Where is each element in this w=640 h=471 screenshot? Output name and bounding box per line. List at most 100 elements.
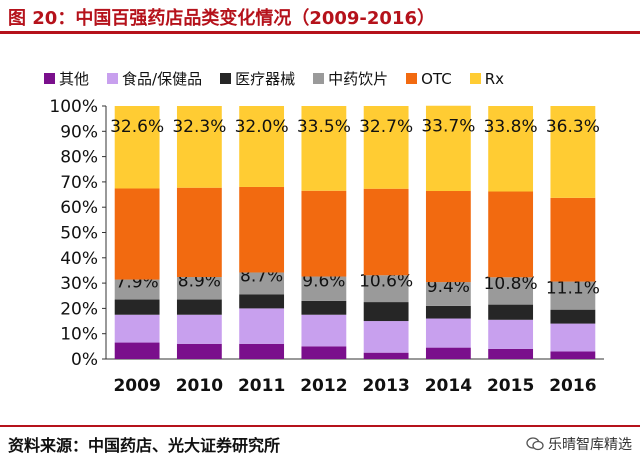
legend-item: 其他	[44, 68, 89, 89]
bar-segment	[301, 106, 347, 191]
legend-swatch	[406, 73, 418, 84]
x-tick-label: 2015	[487, 376, 534, 396]
bar-segment	[114, 106, 160, 189]
bar-segment	[239, 186, 285, 273]
bar-segment	[550, 309, 596, 324]
chart-legend: 其他 食品/保健品 医疗器械 中药饮片 OTC Rx	[44, 68, 504, 89]
data-label: 32.0%	[235, 117, 289, 137]
legend-swatch	[313, 73, 325, 84]
x-tick-label: 2013	[362, 376, 409, 396]
bar-segment	[488, 277, 534, 305]
bar-segment	[301, 300, 347, 315]
bar-segment	[301, 190, 347, 277]
bar-segment	[488, 319, 534, 349]
y-tick-label: 20%	[60, 299, 98, 319]
bar-segment	[114, 299, 160, 315]
y-tick-label: 100%	[49, 97, 98, 117]
y-tick-label: 10%	[60, 325, 98, 345]
legend-label: 食品/保健品	[122, 70, 203, 88]
legend-swatch	[44, 73, 55, 84]
legend-swatch	[107, 73, 119, 84]
data-label: 32.6%	[110, 117, 164, 137]
bar-segment	[176, 343, 222, 359]
y-tick-label: 0%	[71, 350, 98, 370]
bar-segment	[425, 282, 471, 306]
bar-segment	[425, 105, 471, 192]
y-tick-label: 90%	[60, 122, 98, 142]
source-note: 资料来源：中国药店、光大证券研究所	[8, 436, 281, 455]
y-tick-label: 60%	[60, 198, 98, 218]
legend-label: 中药饮片	[328, 70, 389, 88]
bar-segment	[425, 318, 471, 348]
bar-segment	[363, 352, 409, 359]
stacked-bar-chart: 0%10%20%30%40%50%60%70%80%90%100%7.9%32.…	[49, 97, 604, 396]
data-label: 36.3%	[546, 117, 600, 137]
bar-segment	[301, 276, 347, 301]
data-label: 32.7%	[359, 117, 413, 137]
bar-segment	[176, 106, 222, 188]
bar-segment	[550, 351, 596, 359]
legend-label: Rx	[484, 69, 504, 88]
data-label: 33.5%	[297, 117, 351, 137]
bar-segment	[363, 302, 409, 322]
bar-segment	[425, 305, 471, 319]
bar-segment	[176, 314, 222, 344]
bar-segment	[488, 191, 534, 278]
bar-segment	[176, 299, 222, 315]
bar-segment	[114, 314, 160, 343]
bar-segment	[363, 275, 409, 303]
footer-divider	[0, 425, 640, 427]
data-label: 10.8%	[484, 274, 538, 294]
y-tick-label: 50%	[60, 224, 98, 244]
bar-segment	[239, 308, 285, 344]
page-title: 图 20：中国百强药店品类变化情况（2009-2016）	[8, 8, 435, 29]
bar-segment	[550, 106, 596, 198]
bar-segment	[114, 342, 160, 359]
bar-segment	[363, 106, 409, 189]
x-tick-label: 2009	[113, 376, 160, 396]
bar-segment	[239, 106, 285, 187]
bar-segment	[239, 272, 285, 295]
legend-item: Rx	[469, 68, 504, 89]
bar-segment	[176, 277, 222, 300]
watermark: 乐晴智库精选	[526, 434, 632, 454]
x-tick-label: 2011	[238, 376, 285, 396]
bar-segment	[114, 279, 160, 300]
y-tick-label: 80%	[60, 148, 98, 168]
y-tick-label: 40%	[60, 249, 98, 269]
legend-label: 医疗器械	[235, 70, 296, 88]
bar-segment	[488, 106, 534, 192]
wechat-icon	[526, 437, 544, 451]
bar-segment	[239, 343, 285, 359]
watermark-text: 乐晴智库精选	[548, 437, 632, 453]
legend-swatch	[469, 73, 481, 84]
legend-swatch	[220, 73, 232, 84]
legend-label: OTC	[421, 69, 452, 88]
legend-item: OTC	[406, 68, 452, 89]
bar-segment	[176, 187, 222, 278]
data-label: 32.3%	[172, 117, 226, 137]
bar-segment	[239, 294, 285, 309]
data-label: 9.6%	[302, 272, 345, 292]
data-label: 33.7%	[421, 117, 475, 137]
bar-segment	[550, 323, 596, 352]
legend-item: 食品/保健品	[107, 68, 202, 89]
bar-segment	[363, 321, 409, 353]
y-tick-label: 70%	[60, 173, 98, 193]
bar-segment	[301, 346, 347, 359]
x-tick-label: 2012	[300, 376, 347, 396]
legend-item: 医疗器械	[220, 68, 295, 89]
legend-label: 其他	[59, 70, 90, 88]
data-label: 33.8%	[484, 117, 538, 137]
bar-segment	[425, 191, 471, 283]
title-divider	[0, 31, 640, 34]
x-tick-label: 2010	[176, 376, 223, 396]
bar-segment	[301, 314, 347, 347]
bar-segment	[363, 188, 409, 276]
bar-segment	[550, 281, 596, 310]
data-label: 11.1%	[546, 279, 600, 299]
x-tick-label: 2014	[425, 376, 472, 396]
data-label: 10.6%	[359, 272, 413, 292]
legend-item: 中药饮片	[313, 68, 388, 89]
x-tick-label: 2016	[549, 376, 596, 396]
